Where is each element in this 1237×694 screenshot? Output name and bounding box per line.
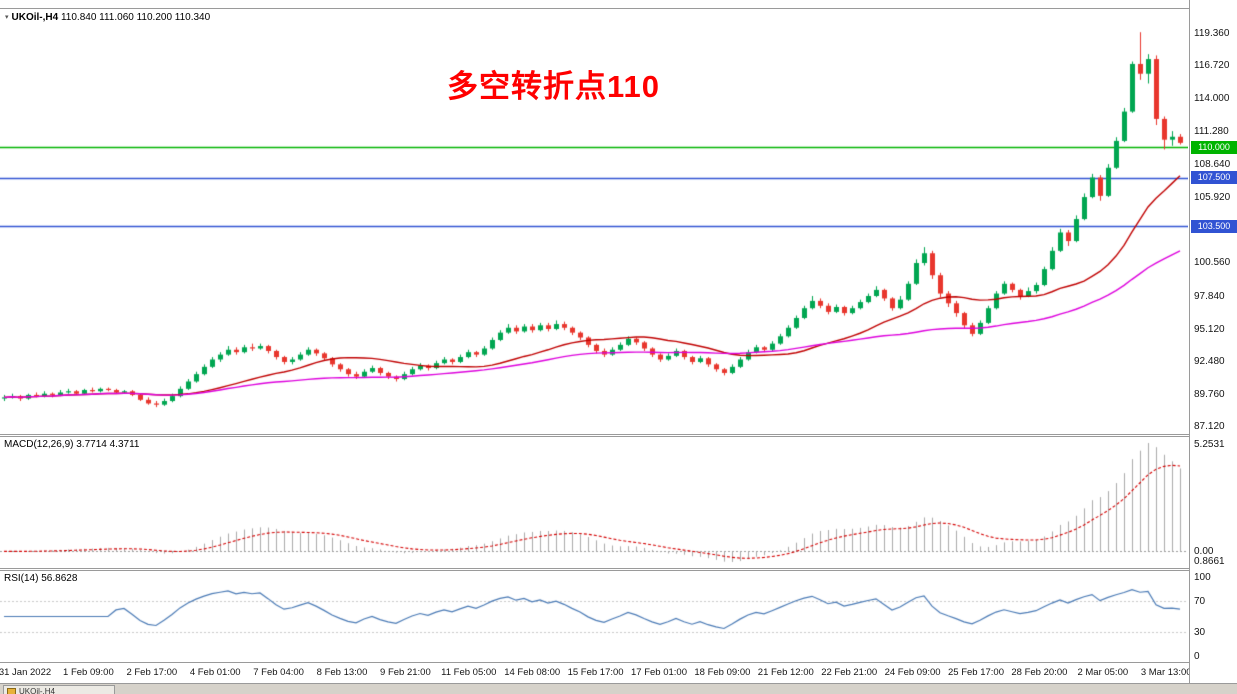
x-axis-label: 24 Feb 09:00 [884, 667, 941, 678]
x-axis-label: 15 Feb 17:00 [567, 667, 624, 678]
y-axis-label: 95.120 [1194, 323, 1225, 335]
rsi-canvas[interactable] [0, 571, 1188, 662]
time-scale[interactable]: 31 Jan 2022 1 Feb 09:00 2 Feb 17:00 4 Feb 0… [0, 663, 1192, 683]
chart-tab-label: UKOil-,H4 [19, 687, 56, 694]
x-axis-label: 7 Feb 04:00 [253, 667, 304, 678]
x-axis-label: 2 Mar 05:00 [1077, 667, 1129, 678]
x-axis-label: 17 Feb 01:00 [631, 667, 687, 678]
x-axis-label: 3 Mar 13:00 [1140, 667, 1192, 678]
y-axis-label: 97.840 [1194, 290, 1225, 302]
y-axis-label: 92.480 [1194, 355, 1225, 367]
main-chart-panel[interactable]: ▾ UKOil-,H4 110.840 111.060 110.200 110.3… [0, 8, 1189, 435]
annotation-text: 多空转折点110 [447, 69, 661, 104]
y-axis-label: 114.000 [1194, 93, 1230, 105]
y-axis-label: 89.760 [1194, 389, 1225, 401]
chart-title: ▾ UKOil-,H4 110.840 111.060 110.200 110.3… [5, 12, 210, 23]
price-line-badge: 103.500 [1191, 219, 1237, 233]
macd-scale-label: 5.2531 [1194, 439, 1225, 450]
x-axis-label: 1 Feb 09:00 [63, 667, 114, 678]
y-axis-label: 116.720 [1194, 59, 1230, 71]
price-scale[interactable]: 119.360 116.720 114.000 111.280 108.640 105.9… [1189, 0, 1237, 683]
price-line-badge: 110.000 [1191, 140, 1237, 154]
x-axis-label: 21 Feb 12:00 [757, 667, 814, 678]
x-axis-label: 14 Feb 08:00 [504, 667, 561, 678]
y-axis-label: 108.640 [1194, 158, 1231, 170]
macd-canvas[interactable] [0, 437, 1188, 568]
ohlc-values: 110.840 111.060 110.200 110.340 [60, 12, 211, 23]
y-axis-label: 105.920 [1194, 191, 1231, 203]
rsi-scale-label: 0 [1194, 651, 1200, 662]
macd-scale-label: 0.8661 [1194, 556, 1225, 567]
rsi-scale-label: 100 [1194, 572, 1211, 583]
x-axis-label: 18 Feb 09:00 [694, 667, 751, 678]
x-axis-label: 31 Jan 2022 [0, 667, 52, 678]
macd-panel[interactable]: MACD(12,26,9) 3.7714 4.3711 [0, 436, 1189, 569]
x-axis-label: 2 Feb 17:00 [126, 667, 178, 678]
macd-scale-label: 0.00 [1194, 546, 1214, 558]
chart-tabs-bar: UKOil-,H4 [0, 683, 1237, 694]
rsi-label: RSI(14) 56.8628 [4, 573, 78, 584]
x-axis-label: 28 Feb 20:00 [1011, 667, 1068, 678]
rsi-scale-label: 30 [1194, 627, 1206, 639]
x-axis-label: 22 Feb 21:00 [821, 667, 878, 678]
macd-label: MACD(12,26,9) 3.7714 4.3711 [4, 439, 140, 450]
y-axis-label: 119.360 [1194, 27, 1230, 39]
x-axis-label: 4 Feb 01:00 [189, 667, 241, 678]
y-axis-label: 111.280 [1194, 126, 1229, 138]
x-axis-label: 11 Feb 05:00 [441, 667, 497, 678]
chart-tab[interactable]: UKOil-,H4 [3, 685, 115, 694]
x-axis-label: 9 Feb 21:00 [380, 667, 431, 678]
price-line-badge: 107.500 [1191, 171, 1237, 185]
chart-shift-icon: ▾ [5, 14, 9, 21]
x-axis-label: 8 Feb 13:00 [316, 667, 368, 678]
rsi-scale-label: 70 [1194, 595, 1206, 607]
y-axis-label: 87.120 [1194, 421, 1225, 433]
symbol-period-label: UKOil-,H4 [11, 12, 59, 23]
x-axis-label: 25 Feb 17:00 [948, 667, 1004, 678]
candlestick-canvas[interactable] [0, 9, 1188, 434]
rsi-panel[interactable]: RSI(14) 56.8628 [0, 570, 1189, 663]
y-axis-label: 100.560 [1194, 257, 1231, 269]
chart-icon [7, 688, 16, 694]
